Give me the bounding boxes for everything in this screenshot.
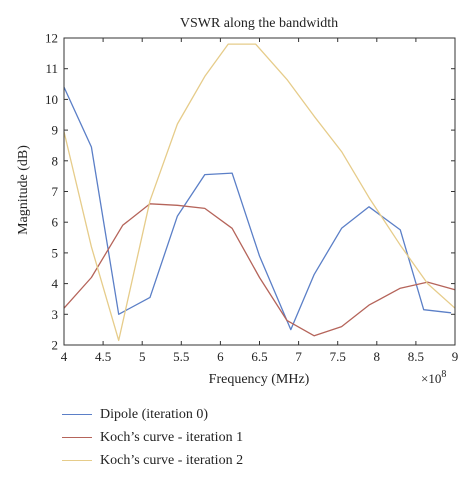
legend-swatch-koch-1: [62, 437, 92, 438]
legend-swatch-dipole: [62, 414, 92, 415]
x-tick-label: 5.5: [173, 349, 189, 364]
x-tick-label: 5: [139, 349, 146, 364]
y-axis-label: Magnitude (dB): [16, 145, 31, 235]
y-tick-label: 10: [45, 92, 58, 107]
y-tick-label: 12: [45, 31, 58, 46]
x-tick-label: 9: [452, 349, 459, 364]
legend-item-koch-2: Koch’s curve - iteration 2: [62, 449, 362, 472]
y-tick-label: 2: [52, 338, 59, 353]
series-line-0: [63, 86, 452, 331]
x-axis-label: Frequency (MHz): [209, 372, 310, 387]
legend-item-dipole: Dipole (iteration 0): [62, 403, 362, 426]
y-tick-label: 8: [52, 153, 59, 168]
x-tick-label: 7.5: [330, 349, 346, 364]
x-tick-label: 6.5: [251, 349, 267, 364]
y-tick-label: 9: [52, 123, 59, 138]
plot-frame: [63, 37, 456, 346]
x-tick-label: 8: [374, 349, 381, 364]
x-axis-multiplier: ×108: [421, 369, 446, 386]
chart-title: VSWR along the bandwidth: [180, 16, 338, 31]
x-multiplier-exponent: 8: [441, 369, 446, 380]
x-multiplier-base: ×10: [421, 371, 441, 386]
chart-legend: Dipole (iteration 0) Koch’s curve - iter…: [62, 403, 362, 472]
y-tick-label: 3: [52, 307, 59, 322]
series-line-2: [63, 43, 456, 342]
x-tick-label: 8.5: [408, 349, 424, 364]
plot-area: 4 4.5 5 5.5 6 6.5 7 7.5 8 8.5 9 2 3 4 5 6 7 8 9 10 11 12: [45, 31, 458, 365]
legend-label-dipole: Dipole (iteration 0): [100, 406, 209, 422]
series-line-1: [63, 203, 456, 337]
x-tick-label: 7: [295, 349, 302, 364]
legend-item-koch-1: Koch’s curve - iteration 1: [62, 426, 362, 449]
x-tick-label: 6: [217, 349, 224, 364]
x-tick-label: 4: [61, 349, 68, 364]
y-tick-label: 6: [52, 215, 59, 230]
y-tick-label: 5: [52, 245, 59, 260]
legend-label-koch-2: Koch’s curve - iteration 2: [100, 452, 244, 468]
x-tick-label: 4.5: [95, 349, 111, 364]
y-tick-label: 4: [52, 276, 59, 291]
legend-swatch-koch-2: [62, 460, 92, 461]
y-tick-label: 7: [52, 184, 59, 199]
y-tick-label: 11: [45, 61, 58, 76]
legend-label-koch-1: Koch’s curve - iteration 1: [100, 429, 244, 445]
vswr-chart: VSWR along the bandwidth 4 4.5 5 5.5 6 6.5 7 7.…: [16, 16, 458, 387]
